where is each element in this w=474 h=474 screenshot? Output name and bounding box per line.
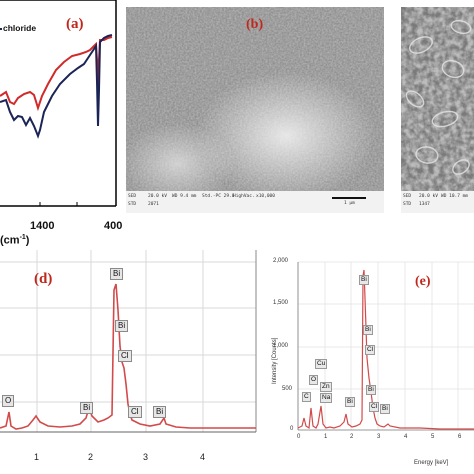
- eds-e-peak-cl-2: Cl: [369, 402, 380, 412]
- eds-e-xtick-5: 5: [431, 434, 435, 440]
- eds-e-ytick-500: 500: [282, 386, 293, 392]
- panel-a-label: (a): [66, 16, 84, 32]
- eds-d-spectrum: [0, 283, 256, 430]
- sem-b-std-num: 2071: [148, 202, 159, 207]
- eds-e-peak-na: Na: [320, 393, 333, 403]
- sem-c-info-bar: SED 20.0 kV WD 10.7 mm STD 1347: [401, 191, 474, 213]
- panel-b-sem-image: (b) SED 20.0 kV WD 9.4 mm Std.-PC 29.0 H…: [126, 7, 384, 213]
- sem-b-vac: HighVac.: [233, 194, 255, 199]
- ftir-series-navy: [0, 34, 113, 139]
- eds-e-peak-bi-1: Bi: [359, 275, 369, 285]
- eds-e-peak-bi-5: Bi: [380, 404, 390, 414]
- eds-e-peak-bi-2: Bi: [363, 325, 373, 335]
- eds-d-xtick-1: 1: [34, 452, 40, 462]
- panel-e-label: (e): [415, 274, 431, 289]
- ftir-x-unit: (cm-1): [0, 234, 30, 247]
- eds-e-xtick-3: 3: [377, 434, 381, 440]
- eds-d-xtick-3: 3: [143, 452, 149, 462]
- eds-e-ytick-2000: 2,000: [273, 258, 289, 264]
- eds-e-xtick-4: 4: [404, 434, 408, 440]
- sem-b-std: STD: [128, 202, 137, 207]
- sem-c-detector: SED: [403, 194, 412, 199]
- panel-d-label: (d): [34, 271, 53, 287]
- eds-e-peak-zn: Zn: [320, 382, 332, 392]
- sem-c-std-num: 1347: [419, 202, 430, 207]
- sem-b-wd: WD 9.4 mm: [172, 194, 197, 199]
- eds-e-xtick-1: 1: [324, 434, 328, 440]
- sem-b-detector: SED: [128, 194, 137, 199]
- eds-e-peak-o: O: [309, 375, 319, 385]
- eds-e-peak-c: C: [302, 392, 311, 402]
- eds-e-xtick-6: 6: [458, 434, 462, 440]
- sem-b-info-bar: SED 20.0 kV WD 9.4 mm Std.-PC 29.0 HighV…: [126, 191, 384, 213]
- ftir-legend-text: chloride: [3, 23, 37, 33]
- sem-c-voltage: 20.0 kV: [419, 194, 438, 199]
- ftir-xtick-1400: 1400: [30, 220, 55, 232]
- eds-e-x-label: Energy [keV]: [414, 460, 449, 466]
- eds-d-peak-o: O: [2, 395, 15, 407]
- eds-d-xtick-2: 2: [88, 452, 94, 462]
- eds-d-peak-bi-4: Bi: [153, 406, 167, 418]
- eds-e-ytick-0: 0: [290, 426, 294, 432]
- eds-e-xtick-2: 2: [350, 434, 354, 440]
- sem-c-flakes: [405, 19, 472, 175]
- eds-e-ytick-1500: 1,500: [273, 300, 289, 306]
- panel-c-sem-image: SED 20.0 kV WD 10.7 mm STD 1347: [401, 7, 474, 213]
- sem-b-scale-bar: [332, 197, 366, 199]
- eds-e-spectrum: [297, 269, 474, 430]
- eds-d-peak-cl-2: Cl: [128, 406, 142, 418]
- eds-d-grid: [0, 250, 256, 432]
- eds-d-peak-bi-3: Bi: [80, 402, 94, 414]
- ftir-xtick-400: 400: [104, 220, 123, 232]
- eds-e-xtick-0: 0: [297, 434, 301, 440]
- sem-b-voltage: 20.0 kV: [148, 194, 167, 199]
- eds-e-ytick-1000: 1,000: [273, 343, 289, 349]
- sem-c-std: STD: [403, 202, 412, 207]
- eds-d-xtick-4: 4: [200, 452, 206, 462]
- eds-e-peak-cu: Cu: [315, 359, 328, 369]
- eds-d-peak-bi-2: Bi: [115, 320, 129, 332]
- eds-e-peak-cl-1: Cl: [365, 345, 376, 355]
- eds-d-peak-cl-1: Cl: [118, 350, 132, 362]
- sem-b-scale-label: 1 μm: [344, 201, 355, 206]
- sem-b-mag: x10,000: [256, 194, 275, 199]
- eds-e-peak-bi-4: Bi: [345, 397, 355, 407]
- sem-b-texture: [126, 7, 384, 191]
- eds-d-peak-bi-1: Bi: [110, 268, 124, 280]
- panel-b-label: (b): [246, 17, 264, 32]
- sem-c-wd: WD 10.7 mm: [441, 194, 469, 199]
- sem-b-spot: Std.-PC 29.0: [202, 194, 235, 199]
- sem-c-texture: [401, 7, 474, 191]
- eds-e-peak-bi-3: Bi: [366, 385, 376, 395]
- ftir-plot: [0, 0, 117, 207]
